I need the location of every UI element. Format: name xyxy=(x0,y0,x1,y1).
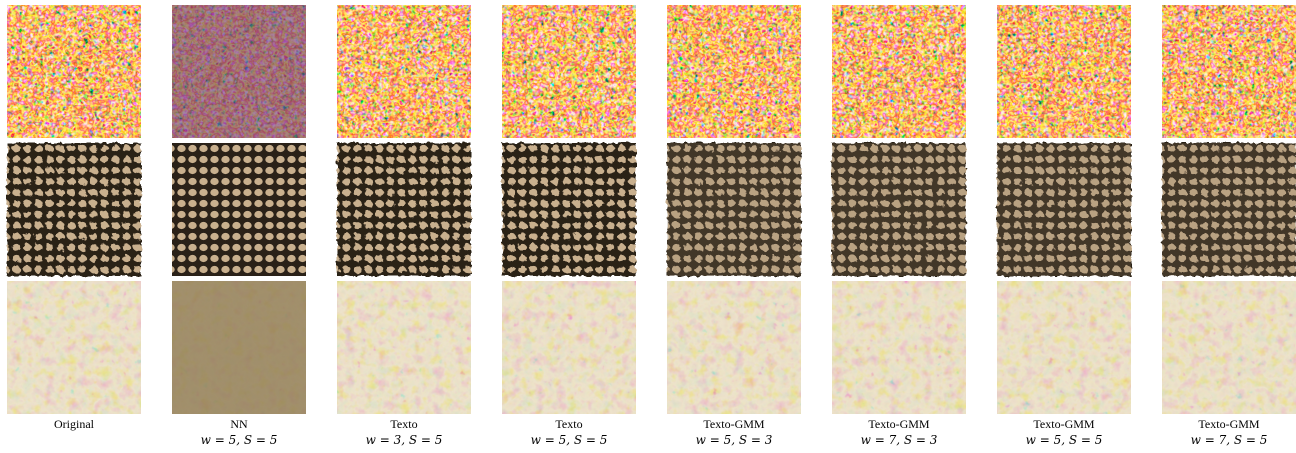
texture-stone xyxy=(337,281,471,414)
weave-noise xyxy=(997,143,1131,276)
texture-sprinkles xyxy=(502,5,636,138)
texture-stone xyxy=(832,281,966,414)
method-label: Original xyxy=(54,417,95,431)
texture-sprinkles xyxy=(667,5,801,138)
params-label: w = 5, S = 3 xyxy=(696,433,773,447)
texture-stone xyxy=(502,281,636,414)
texture-stone xyxy=(1162,281,1296,414)
method-label: Texto xyxy=(390,417,417,431)
texture-stone xyxy=(997,281,1131,414)
params-label: w = 7, S = 5 xyxy=(1191,433,1268,447)
params-label: w = 5, S = 5 xyxy=(1026,433,1103,447)
method-label: Texto-GMM xyxy=(1198,417,1259,431)
texture-weave xyxy=(337,143,471,276)
texture-weave xyxy=(997,143,1131,276)
texture-sprinkles xyxy=(1162,5,1296,138)
params-label: w = 5, S = 5 xyxy=(531,433,608,447)
weave-noise xyxy=(832,143,966,276)
method-label: NN xyxy=(230,417,248,431)
texture-stone xyxy=(7,281,141,414)
method-label: Texto xyxy=(555,417,582,431)
texture-sprinkles xyxy=(832,5,966,138)
texture-stone xyxy=(667,281,801,414)
texture-weave xyxy=(667,143,801,276)
texture-weave xyxy=(502,143,636,276)
texture-sprinkles xyxy=(7,5,141,138)
method-label: Texto-GMM xyxy=(1033,417,1094,431)
method-label: Texto-GMM xyxy=(868,417,929,431)
weave-noise xyxy=(1162,143,1296,276)
texture-weave xyxy=(172,143,306,276)
texture-weave xyxy=(832,143,966,276)
params-label: w = 5, S = 5 xyxy=(201,433,278,447)
params-label: w = 7, S = 3 xyxy=(861,433,938,447)
texture-sprinkles xyxy=(337,5,471,138)
method-label: Texto-GMM xyxy=(703,417,764,431)
texture-weave xyxy=(7,143,141,276)
params-label: w = 3, S = 5 xyxy=(366,433,443,447)
texture-sprinkles xyxy=(997,5,1131,138)
weave-noise xyxy=(667,143,801,276)
blur-tint xyxy=(172,5,306,138)
flat-tint xyxy=(172,281,306,414)
texture-weave xyxy=(1162,143,1296,276)
